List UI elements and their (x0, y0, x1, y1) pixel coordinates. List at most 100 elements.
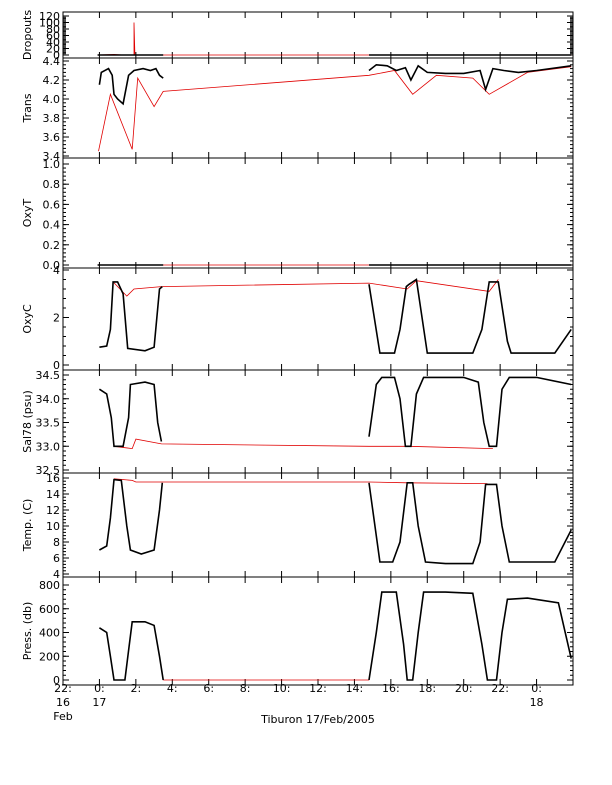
y-tick-label: 33.5 (36, 417, 61, 430)
y-tick-label: 120 (39, 10, 60, 23)
series-line-black (98, 67, 164, 106)
y-axis-label: Dropouts (21, 10, 34, 60)
x-tick-label: 0: (531, 682, 542, 695)
y-tick-label: 4.2 (43, 74, 61, 87)
x-tick-label-day: 18 (530, 696, 544, 709)
x-tick-label: 4: (167, 682, 178, 695)
series-line-black (368, 481, 572, 565)
y-tick-label: 0.2 (43, 239, 61, 252)
series-line-red (112, 279, 499, 297)
y-tick-label: 800 (39, 579, 60, 592)
y-tick-label: 400 (39, 627, 60, 640)
y-tick-label: 0.8 (43, 178, 61, 191)
x-tick-label: 16: (382, 682, 400, 695)
panel-data (99, 278, 572, 354)
y-tick-label: 8 (53, 536, 60, 549)
series-line-black (368, 376, 572, 448)
y-tick-label: 34.0 (36, 393, 61, 406)
y-tick-label: 32.5 (36, 464, 61, 477)
panel-frame (62, 11, 574, 59)
y-axis-label: Sal78 (psu) (21, 390, 34, 453)
y-tick-label: 4.4 (43, 55, 61, 68)
y-tick-label: 0.6 (43, 198, 61, 211)
y-tick-label: 4 (53, 568, 60, 581)
y-tick-label: 20 (46, 43, 60, 56)
y-tick-label: 60 (46, 30, 60, 43)
y-tick-label: 16 (46, 472, 60, 485)
panel-data (98, 63, 572, 152)
y-axis-label: Temp. (C) (21, 499, 34, 553)
y-tick-label: 0.0 (43, 259, 61, 272)
panel-data (99, 478, 572, 565)
y-axis-label: OxyT (21, 199, 34, 228)
x-tick-label: 18: (418, 682, 436, 695)
y-tick-label: 100 (39, 17, 60, 30)
x-tick-label-month: Feb (53, 710, 72, 723)
y-tick-label: 200 (39, 650, 60, 663)
chart-title: Tiburon 17/Feb/2005 (260, 713, 375, 726)
y-tick-label: 0 (53, 674, 60, 687)
series-line-black (368, 278, 572, 354)
y-tick-label: 0.4 (43, 219, 61, 232)
x-tick-label-day: 16 (56, 696, 70, 709)
y-tick-label: 0 (53, 359, 60, 372)
panel-data (98, 376, 572, 450)
panel-frame (62, 57, 574, 159)
series-line-red (113, 478, 488, 484)
y-tick-label: 6 (53, 552, 60, 565)
panel-frame (62, 157, 574, 269)
panel-frame (62, 369, 574, 474)
y-axis-label: Trans (21, 93, 34, 123)
y-axis-label: Press. (db) (21, 602, 34, 661)
series-line-black (368, 63, 572, 93)
y-tick-label: 80 (46, 23, 60, 36)
x-tick-label: 0: (94, 682, 105, 695)
x-tick-label: 20: (455, 682, 473, 695)
series-line-red (113, 438, 493, 450)
y-tick-label: 2 (53, 312, 60, 325)
panel-temp: 4 6 8 10 12 14 16 Temp. (C) (21, 472, 574, 581)
series-line-black (99, 281, 163, 352)
series-line-black (98, 620, 164, 681)
panel-data (97, 22, 572, 56)
y-axis-label: OxyC (21, 304, 34, 334)
x-tick-label: 22: (54, 682, 72, 695)
y-tick-label: 4.0 (43, 93, 61, 106)
y-tick-label: 14 (46, 488, 60, 501)
y-tick-label: 40 (46, 36, 60, 49)
x-tick-label: 8: (240, 682, 251, 695)
y-tick-label: 600 (39, 603, 60, 616)
y-tick-label: 10 (46, 520, 60, 533)
panel-frame (62, 267, 574, 371)
x-tick-label: 12: (309, 682, 327, 695)
series-line-red (98, 66, 572, 152)
x-tick-label: 22: (491, 682, 509, 695)
x-tick-label-day: 17 (92, 696, 106, 709)
panel-frame (62, 576, 574, 686)
y-tick-label: 34.5 (36, 369, 61, 382)
series-line-red (97, 22, 572, 56)
y-tick-label: 4 (53, 264, 60, 277)
panel-oxyc: 0 2 4 OxyC (21, 264, 574, 372)
series-line-black (98, 381, 163, 448)
panel-press: 0 200 400 600 800 Press. (db) (21, 576, 574, 687)
panel-trans: 3.4 3.6 3.8 4.0 4.2 4.4 Trans (21, 55, 574, 163)
x-tick-label: 14: (346, 682, 364, 695)
y-tick-label: 1.0 (43, 158, 61, 171)
y-tick-label: 12 (46, 504, 60, 517)
x-tick-label: 10: (273, 682, 291, 695)
panel-data (98, 591, 572, 681)
panel-oxyt: 0.0 0.2 0.4 0.6 0.8 1.0 OxyT (21, 157, 574, 272)
y-tick-label: 3.6 (43, 131, 61, 144)
y-tick-label: 0 (53, 49, 60, 62)
x-tick-label: 6: (203, 682, 214, 695)
y-tick-label: 3.4 (43, 150, 61, 163)
y-tick-label: 3.8 (43, 112, 61, 125)
x-tick-label: 2: (130, 682, 141, 695)
chart-panels: 020406080100120Dropouts3.43.63.84.04.24.… (21, 10, 574, 687)
series-line-black (99, 478, 164, 555)
